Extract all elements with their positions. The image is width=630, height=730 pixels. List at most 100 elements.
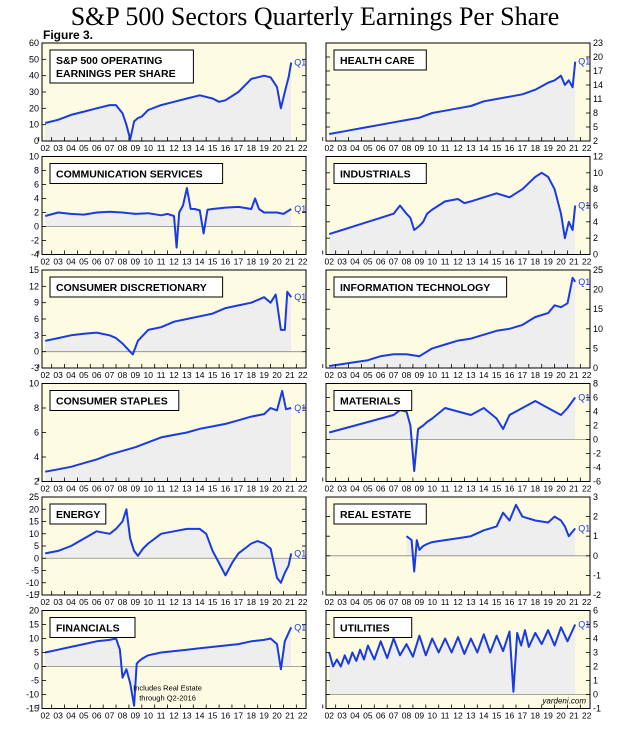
x-tick-label: 04 — [66, 370, 76, 380]
y-tick-label: -3 — [31, 363, 39, 373]
x-tick-label: 10 — [428, 597, 438, 607]
x-tick-label: 10 — [428, 711, 438, 721]
x-tick-label: 19 — [259, 257, 269, 267]
chart-title: REAL ESTATE — [340, 509, 411, 521]
x-tick-label: 18 — [247, 257, 257, 267]
y-tick-label: 1 — [593, 531, 598, 541]
x-tick-label: 19 — [543, 370, 553, 380]
x-tick-label: 15 — [492, 711, 502, 721]
x-tick-label: 02 — [324, 143, 334, 153]
x-tick-label: 07 — [105, 257, 115, 267]
x-tick-label: 16 — [221, 370, 231, 380]
x-tick-label: 21 — [569, 597, 579, 607]
y-tick-label: 0 — [34, 347, 39, 357]
x-tick-label: 20 — [556, 257, 566, 267]
y-tick-label: -10 — [26, 578, 39, 588]
y-tick-label: 10 — [29, 634, 39, 644]
y-tick-label: 9 — [34, 298, 39, 308]
x-tick-label: 11 — [157, 143, 166, 153]
x-tick-label: 14 — [479, 257, 489, 267]
y-tick-label: -10 — [26, 690, 39, 700]
y-tick-label: 17 — [593, 66, 603, 76]
x-tick-label: 15 — [208, 257, 218, 267]
x-tick-label: 14 — [479, 484, 489, 494]
x-tick-label: 13 — [466, 143, 476, 153]
chart-title: CONSUMER STAPLES — [56, 396, 168, 408]
x-tick-label: 20 — [556, 143, 566, 153]
x-tick-label: 21 — [569, 143, 579, 153]
x-tick-label: 17 — [234, 711, 244, 721]
x-tick-label: 22 — [582, 484, 592, 494]
x-tick-label: 19 — [259, 711, 269, 721]
x-tick-label: 19 — [543, 143, 553, 153]
x-tick-label: 13 — [182, 484, 192, 494]
x-tick-label: 11 — [441, 597, 450, 607]
x-tick-label: 10 — [144, 370, 154, 380]
series-area — [329, 172, 576, 255]
y-tick-label: 0 — [593, 363, 598, 373]
x-tick-label: 21 — [569, 257, 579, 267]
x-tick-label: 06 — [376, 257, 386, 267]
y-tick-label: 15 — [593, 304, 603, 314]
series-area — [45, 509, 292, 583]
x-tick-label: 07 — [105, 370, 115, 380]
x-tick-label: 08 — [402, 370, 412, 380]
x-tick-label: 15 — [208, 370, 218, 380]
x-tick-label: 21 — [569, 484, 579, 494]
x-tick-label: 11 — [157, 370, 166, 380]
y-tick-label: -2 — [593, 449, 601, 459]
y-tick-label: 3 — [593, 648, 598, 658]
y-tick-label: 10 — [593, 324, 603, 334]
q1-label: Q1 — [578, 277, 590, 287]
chart-title-box — [49, 49, 194, 84]
q1-label: Q1 — [578, 57, 590, 67]
x-tick-label: 17 — [518, 597, 528, 607]
y-tick-label: 50 — [29, 54, 39, 64]
y-tick-label: 5 — [34, 541, 39, 551]
x-tick-label: 15 — [492, 370, 502, 380]
x-tick-label: 17 — [234, 370, 244, 380]
y-tick-label: 2 — [593, 233, 598, 243]
x-tick-label: 13 — [466, 597, 476, 607]
chart-title-box — [49, 163, 224, 184]
x-tick-label: 02 — [324, 370, 334, 380]
x-tick-label: 10 — [144, 257, 154, 267]
y-tick-label: 1 — [593, 676, 598, 686]
y-tick-label: -5 — [31, 676, 39, 686]
x-tick-label: 02 — [40, 143, 50, 153]
series-line — [44, 62, 293, 141]
q1-label: Q1 — [578, 523, 590, 533]
x-tick-label: 03 — [337, 484, 347, 494]
x-tick-label: 10 — [144, 711, 154, 721]
q1-label: Q1 — [294, 204, 306, 214]
x-tick-label: 09 — [415, 597, 425, 607]
x-tick-label: 16 — [505, 370, 515, 380]
y-tick-label: 8 — [593, 184, 598, 194]
y-tick-label: 0 — [34, 222, 39, 232]
x-tick-label: 11 — [441, 484, 450, 494]
y-tick-label: -4 — [593, 463, 601, 473]
x-tick-label: 14 — [479, 711, 489, 721]
x-tick-label: 21 — [285, 143, 295, 153]
x-tick-label: 20 — [272, 484, 282, 494]
x-tick-label: 20 — [556, 711, 566, 721]
x-tick-label: 05 — [79, 143, 89, 153]
x-tick-label: 04 — [350, 711, 360, 721]
chart-title-box — [49, 617, 136, 638]
x-tick-label: 12 — [453, 711, 463, 721]
x-tick-label: 02 — [40, 370, 50, 380]
y-tick-label: 5 — [593, 343, 598, 353]
x-tick-label: 15 — [492, 484, 502, 494]
y-tick-label: 5 — [593, 620, 598, 630]
y-tick-label: 20 — [29, 504, 39, 514]
x-tick-label: 07 — [389, 484, 399, 494]
chart-title: FINANCIALS — [56, 623, 120, 635]
x-tick-label: 03 — [337, 597, 347, 607]
x-tick-label: 14 — [195, 597, 205, 607]
x-tick-label: 04 — [350, 597, 360, 607]
